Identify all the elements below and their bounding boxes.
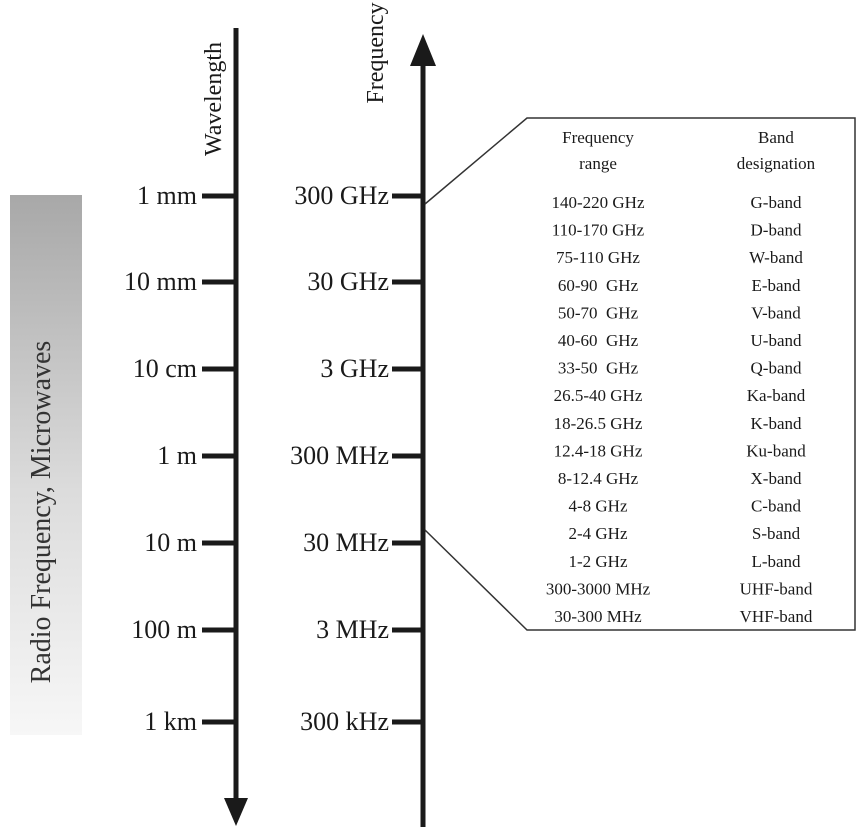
table-row: 33-50 GHz Q-band [558,359,802,378]
table-cell-band: S-band [752,524,801,543]
radio-band-bar [10,195,82,735]
frequency-tick-label: 300 GHz [294,181,389,210]
frequency-axis-arrow [410,34,436,66]
table-row: 26.5-40 GHz Ka-band [554,386,806,405]
table-header-range-sub: range [579,154,617,173]
frequency-tick-label: 30 GHz [307,267,389,296]
radio-band-label: Radio Frequency, Microwaves [26,341,57,684]
table-cell-range: 33-50 GHz [558,359,639,378]
table-cell-band: C-band [751,497,802,516]
table-cell-range: 8-12.4 GHz [558,469,639,488]
frequency-axis-title: Frequency [363,2,389,103]
frequency-tick-label: 300 MHz [290,441,389,470]
table-cell-range: 30-300 MHz [554,607,642,626]
table-row: 1-2 GHz L-band [568,552,801,571]
table-row: 60-90 GHz E-band [558,276,801,295]
table-row: 110-170 GHz D-band [552,221,802,240]
wavelength-ticks: 1 mm 10 mm 10 cm 1 m 10 m 100 m 1 km [124,181,234,736]
frequency-ticks: 300 GHz 30 GHz 3 GHz 300 MHz 30 MHz 3 MHz 300 … [290,181,421,736]
frequency-tick-label: 3 MHz [316,615,389,644]
table-header-range: Frequency [562,128,634,147]
wavelength-axis-title: Wavelength [201,42,227,156]
table-cell-range: 18-26.5 GHz [554,414,643,433]
table-cell-band: VHF-band [740,607,813,626]
table-cell-range: 2-4 GHz [568,524,627,543]
table-row: 8-12.4 GHz X-band [558,469,802,488]
table-cell-range: 110-170 GHz [552,221,645,240]
table-cell-band: L-band [751,552,801,571]
table-cell-range: 140-220 GHz [551,193,644,212]
table-cell-range: 12.4-18 GHz [554,441,643,460]
frequency-tick-label: 30 MHz [303,528,389,557]
table-cell-range: 75-110 GHz [556,248,640,267]
table-row: 2-4 GHz S-band [568,524,800,543]
wavelength-tick-label: 10 mm [124,267,197,296]
table-cell-range: 40-60 GHz [558,331,639,350]
table-cell-range: 1-2 GHz [568,552,627,571]
table-cell-band: UHF-band [740,579,813,598]
band-table: Frequency range Band designation 140-220… [546,128,816,626]
wavelength-tick-label: 100 m [131,615,197,644]
wavelength-tick-label: 1 m [157,441,197,470]
table-cell-band: K-band [751,414,802,433]
table-row: 4-8 GHz C-band [568,497,801,516]
wavelength-tick-label: 1 km [144,707,197,736]
frequency-tick-label: 300 kHz [300,707,389,736]
table-cell-band: D-band [751,221,802,240]
table-cell-band: E-band [751,276,801,295]
table-cell-range: 300-3000 MHz [546,579,651,598]
table-cell-range: 60-90 GHz [558,276,639,295]
table-row: 75-110 GHz W-band [556,248,803,267]
table-cell-band: G-band [751,193,802,212]
wavelength-tick-label: 10 m [144,528,197,557]
table-header-band: Band [758,128,794,147]
table-cell-band: U-band [751,331,802,350]
table-row: 300-3000 MHz UHF-band [546,579,813,598]
wavelength-tick-label: 1 mm [137,181,197,210]
table-cell-band: Q-band [751,359,802,378]
table-row: 12.4-18 GHz Ku-band [554,441,807,460]
table-cell-band: W-band [749,248,803,267]
table-row: 140-220 GHz G-band [551,193,801,212]
table-row: 50-70 GHz V-band [558,303,801,322]
table-cell-band: X-band [751,469,802,488]
table-cell-range: 4-8 GHz [568,497,627,516]
wavelength-axis-arrow [224,798,248,826]
table-row: 30-300 MHz VHF-band [554,607,813,626]
wavelength-tick-label: 10 cm [133,354,197,383]
table-cell-band: V-band [751,303,801,322]
table-cell-range: 26.5-40 GHz [554,386,643,405]
frequency-tick-label: 3 GHz [320,354,389,383]
table-header-band-sub: designation [737,154,816,173]
table-row: 18-26.5 GHz K-band [554,414,802,433]
callout-connector [424,117,856,631]
table-cell-range: 50-70 GHz [558,303,639,322]
table-cell-band: Ku-band [746,441,806,460]
table-row: 40-60 GHz U-band [558,331,802,350]
table-cell-band: Ka-band [747,386,806,405]
